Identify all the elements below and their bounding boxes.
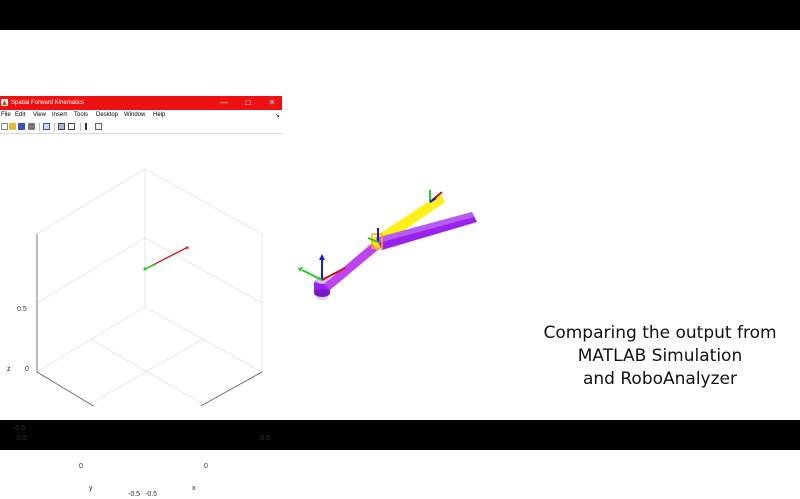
menu-view[interactable]: View (33, 112, 46, 118)
y-tick: 0.5 (17, 435, 27, 442)
joint2-y-arrow (367, 237, 379, 243)
toolbar-separator (80, 123, 81, 131)
3d-axes[interactable]: × 0.5 0 -0.5 z 0.5 0 -0.5 y -0.5 0 0.5 x (0, 134, 282, 498)
menu-help[interactable]: Help (153, 112, 166, 118)
x-tick: 0 (204, 463, 208, 470)
figure-toolbar (0, 121, 282, 134)
y-axis-label: y (89, 485, 93, 492)
z-tick: 0.5 (17, 306, 27, 313)
matlab-figure-window: Spatial Forward Kinematics — ☐ ✕ File Ed… (0, 96, 282, 498)
x-axis-arrow (321, 267, 346, 281)
y-axis-line (36, 371, 95, 406)
menu-tools[interactable]: Tools (74, 112, 89, 118)
robot-link-1 (324, 238, 385, 290)
bottom-letterbox (0, 420, 800, 450)
grid-line (144, 306, 263, 373)
print-icon[interactable] (28, 123, 35, 130)
caption-line-2: MATLAB Simulation (577, 346, 743, 366)
minimize-button[interactable]: — (220, 98, 228, 107)
x-tick: -0.5 (145, 491, 158, 498)
x-tick: 0.5 (260, 435, 270, 442)
open-folder-icon[interactable] (9, 123, 16, 130)
window-title: Spatial Forward Kinematics (11, 100, 85, 106)
z-tick: 0 (25, 366, 29, 373)
robot-link-2-top (376, 212, 474, 243)
top-letterbox (0, 0, 800, 30)
pointer-icon[interactable] (85, 123, 92, 130)
robot-base-bottom (314, 289, 330, 297)
grid-line (36, 168, 146, 235)
close-button[interactable]: ✕ (268, 98, 276, 107)
base-joint-marker (143, 267, 147, 271)
x-axis-label: x (192, 485, 196, 492)
y-arrow-head (298, 267, 303, 272)
robot-base (314, 283, 330, 293)
menu-bar: File Edit View Insert Tools Desktop Wind… (0, 110, 282, 121)
ee-z-arrow (429, 197, 437, 203)
grid-lines (36, 168, 263, 405)
green-link-line (144, 263, 157, 270)
robot-drawing (298, 190, 477, 300)
z-arrow-head (319, 254, 325, 260)
edit-plot-icon[interactable] (95, 123, 102, 130)
print-preview-icon[interactable] (43, 123, 50, 130)
end-effector-marker: × (185, 245, 190, 252)
menu-file[interactable]: File (1, 112, 11, 118)
dock-arrow-icon[interactable]: ↘ (275, 112, 281, 119)
grid-line (144, 237, 263, 304)
grid-line (89, 338, 204, 405)
toolbar-separator (54, 123, 55, 131)
maximize-button[interactable]: ☐ (244, 99, 252, 107)
grid-line (36, 237, 146, 304)
axes-drawing: × (36, 168, 263, 406)
axis-lines (36, 234, 263, 406)
new-file-icon[interactable] (1, 123, 8, 130)
caption-line-1: Comparing the output from (543, 323, 777, 343)
roboanalyzer-robot-view (290, 180, 490, 310)
y-axis-arrow (301, 269, 323, 281)
save-icon[interactable] (18, 123, 25, 130)
data-cursor-icon[interactable] (58, 123, 65, 130)
matlab-logo-icon (1, 99, 8, 106)
z-axis-label: z (7, 366, 11, 373)
window-titlebar[interactable]: Spatial Forward Kinematics — ☐ ✕ (0, 96, 282, 110)
menu-window[interactable]: Window (124, 112, 146, 118)
insert-legend-icon[interactable] (68, 123, 75, 130)
menu-edit[interactable]: Edit (15, 112, 26, 118)
comparison-caption: Comparing the output from MATLAB Simulat… (520, 322, 800, 391)
toolbar-separator (39, 123, 40, 131)
grid-line (144, 168, 263, 235)
y-tick: -0.5 (128, 491, 141, 498)
menu-desktop[interactable]: Desktop (96, 112, 119, 118)
x-axis-line (199, 371, 263, 406)
menu-insert[interactable]: Insert (52, 112, 68, 118)
caption-line-3: and RoboAnalyzer (582, 369, 737, 389)
y-tick: 0 (79, 463, 83, 470)
z-tick: -0.5 (13, 425, 26, 432)
